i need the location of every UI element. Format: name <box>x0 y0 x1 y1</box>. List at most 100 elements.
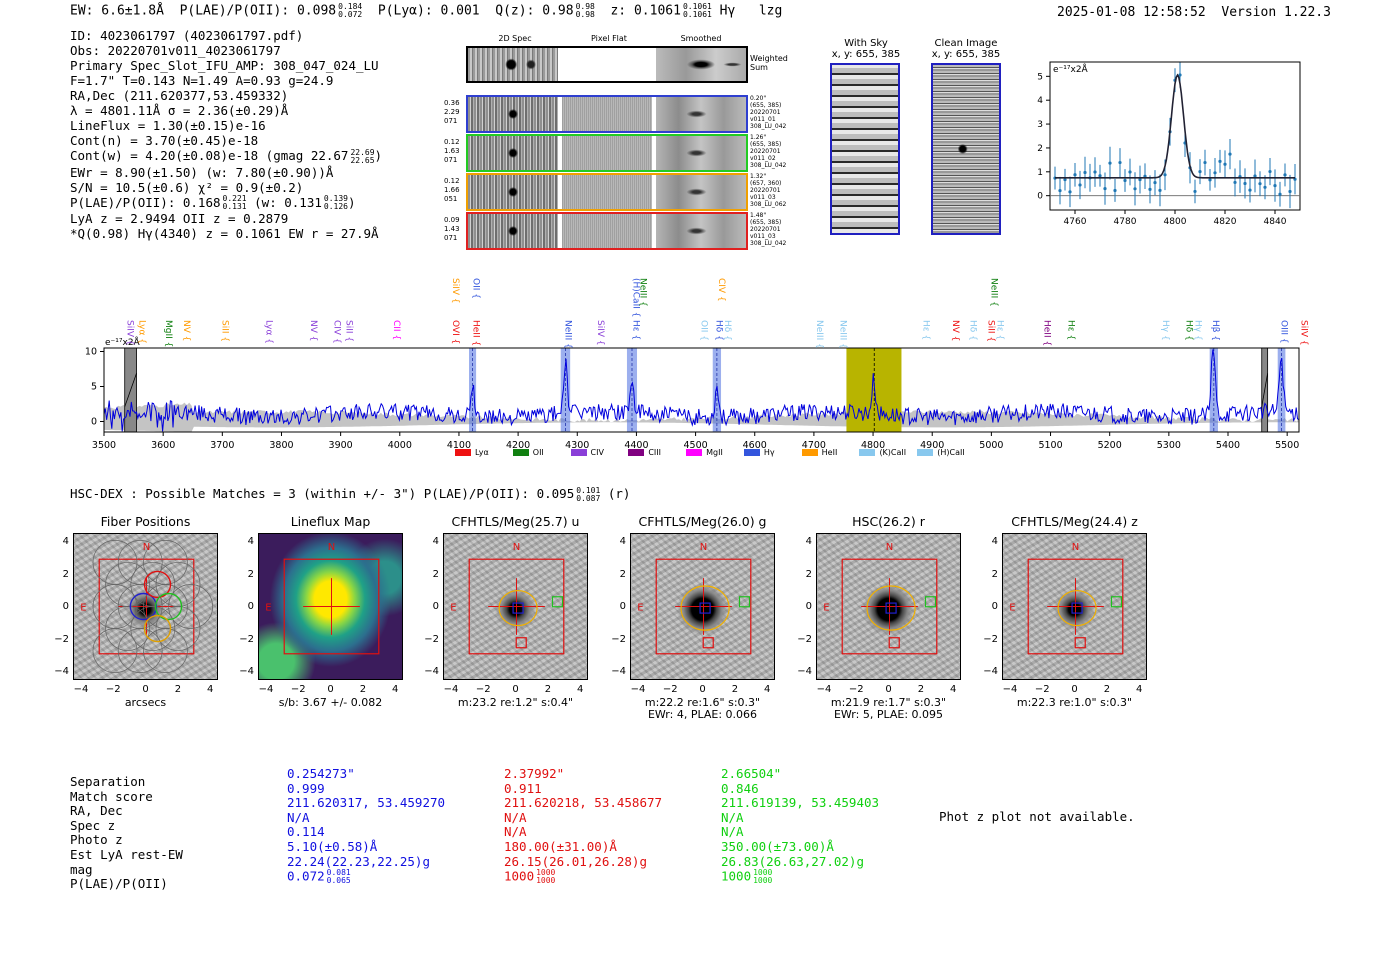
panel-ytick: 0 <box>805 601 812 612</box>
panel-ytick: −4 <box>424 666 439 677</box>
line-label: Hδ { <box>713 320 723 341</box>
col-pixel-flat: Pixel Flat <box>591 34 627 43</box>
spectrum-ytick: 0 <box>91 417 97 428</box>
noise-band <box>104 402 1299 432</box>
panel-xtick: 4 <box>392 684 399 695</box>
full-spectrum-plot: 3500 3600 3700 3800 3900 4000 4100 4200 4300 4400… <box>85 278 1308 450</box>
cutout-row <box>466 173 748 211</box>
spectrum-xtick: 5200 <box>1098 440 1122 450</box>
table-cell: 0.254273" <box>287 766 355 781</box>
spectrum-xtick: 5400 <box>1216 440 1240 450</box>
cutout-flat <box>562 136 652 170</box>
panel-xtick: 0 <box>142 684 149 695</box>
panel-xtick: −4 <box>443 684 459 695</box>
table-cell: 26.15(26.01,26.28)g <box>504 853 647 869</box>
spectrum-xtick: 5100 <box>1038 440 1062 450</box>
line-label: CIV { <box>332 320 342 344</box>
header-version-text: Version 1.22.3 <box>1221 5 1331 20</box>
panel-xtick: 2 <box>1103 684 1111 695</box>
info-sn: S/N = 10.5(±0.6) χ² = 0.9(±0.2) <box>70 179 304 195</box>
photz-note: Phot z plot not available. <box>939 809 1135 824</box>
header-tag: lzg <box>758 3 783 19</box>
info-contw: Cont(w) = 4.20(±0.08)e-18 (gmag 22.67 22.… <box>70 147 383 165</box>
cutout-smoothed <box>656 97 746 131</box>
panel-ytick: −2 <box>797 633 812 645</box>
table-cell: 211.620218, 53.458677 <box>504 795 663 811</box>
table-cell: 5.10(±0.58)Å <box>287 838 378 854</box>
clean-image <box>931 63 1001 235</box>
weighted-flat <box>558 48 656 81</box>
cutout-flat <box>562 214 652 248</box>
east-marker: E <box>1009 603 1015 614</box>
east-marker: E <box>450 603 456 614</box>
panel-ytick: 2 <box>991 568 998 580</box>
line-label-upper: NeIII { <box>988 278 998 307</box>
panel-xtick: 2 <box>174 684 182 695</box>
table-label: Spec z <box>70 817 116 833</box>
cutout-left-values: 0.12 1.66 051 <box>444 177 460 203</box>
col-2d-spec: 2D Spec <box>498 34 532 43</box>
panel-ytick: 2 <box>62 568 69 580</box>
spectrum-xtick: 3700 <box>210 440 234 450</box>
line-label: HeII { <box>471 320 481 346</box>
panel-ytick: 2 <box>619 568 626 580</box>
east-marker: E <box>637 603 643 614</box>
table-cell: 26.83(26.63,27.02)g <box>721 853 864 869</box>
line-label: SiII { <box>344 320 354 342</box>
info-lambda: λ = 4801.11Å σ = 2.36(±0.29)Å <box>70 103 289 118</box>
panel-ytick: 2 <box>432 568 439 580</box>
info-ewr: EWr = 8.90(±1.50) (w: 7.80(±0.90))Å <box>70 164 334 180</box>
line-label: OII { <box>699 320 709 341</box>
table-cell: 211.620317, 53.459270 <box>287 795 446 811</box>
line-label: Hδ { <box>968 320 978 341</box>
panel-caption: s/b: 3.67 +/- 0.082 <box>278 696 383 709</box>
table-cell: 0.999 <box>287 780 325 796</box>
panel-xtick: −2 <box>475 684 491 695</box>
table-cell: N/A <box>504 824 527 840</box>
zoom-ytick: 4 <box>1037 96 1043 106</box>
info-obs: Obs: 20220701v011_4023061797 <box>70 43 281 58</box>
cutout-2d <box>468 136 558 170</box>
legend-item: Lyα <box>455 448 489 457</box>
line-label: NeIII { <box>838 320 848 349</box>
line-label: MgII { <box>163 320 173 347</box>
table-cell: 211.619139, 53.459403 <box>721 795 880 811</box>
table-cell: 2.66504" <box>721 766 782 781</box>
info-qline: *Q(0.98) Hγ(4340) z = 0.1061 EW r = 27.9… <box>70 226 379 241</box>
line-label: NeIII { <box>562 320 572 349</box>
panel-ytick: 4 <box>247 536 254 547</box>
cutout-left-values: 0.09 1.43 071 <box>444 216 460 242</box>
panel-xtick: 0 <box>1071 684 1078 695</box>
detection-info: ID: 4023061797 (4023061797.pdf) Obs: 202… <box>70 28 382 241</box>
line-label: NeIII { <box>814 320 824 349</box>
cutout-row <box>466 212 748 250</box>
panel-xtick: −4 <box>73 684 89 695</box>
spectrum-xtick: 4900 <box>920 440 944 450</box>
spectrum-xtick: 4300 <box>565 440 589 450</box>
header-ew: EW: 6.6±1.8Å <box>70 3 164 19</box>
spectrum-ytick: 10 <box>85 347 97 358</box>
panel-xtick: 4 <box>577 684 584 695</box>
col-smoothed: Smoothed <box>680 34 722 43</box>
legend-item: (H)CaII <box>917 448 965 457</box>
panel-xtick: −2 <box>848 684 864 695</box>
panel-ytick: 0 <box>619 601 626 612</box>
line-label: Lyα { <box>136 320 146 344</box>
panel-ytick: 4 <box>62 536 69 547</box>
spectrum-xtick: 3500 <box>92 440 116 450</box>
info-slot: Primary Spec_Slot_IFU_AMP: 308_047_024_L… <box>70 58 379 73</box>
panel-ytick: 2 <box>247 568 254 580</box>
line-legend: Lyα OII CIV CIII MgII Hγ HeII (K)CaII (H)CaII <box>455 448 975 460</box>
table-label: Est LyA rest-EW <box>70 846 183 862</box>
north-marker: N <box>328 542 335 553</box>
table-cell-plae: 1000 1000 1000 <box>504 868 556 886</box>
zoom-xtick: 4840 <box>1264 217 1287 227</box>
panel-ytick: 4 <box>432 536 439 547</box>
zoom-xtick: 4820 <box>1214 217 1237 227</box>
match-column: 0.254273" 0.999 211.620317, 53.459270 N/A 0.… <box>287 766 446 885</box>
panel-caption-2: EWr: 4, PLAE: 0.066 <box>647 708 758 721</box>
